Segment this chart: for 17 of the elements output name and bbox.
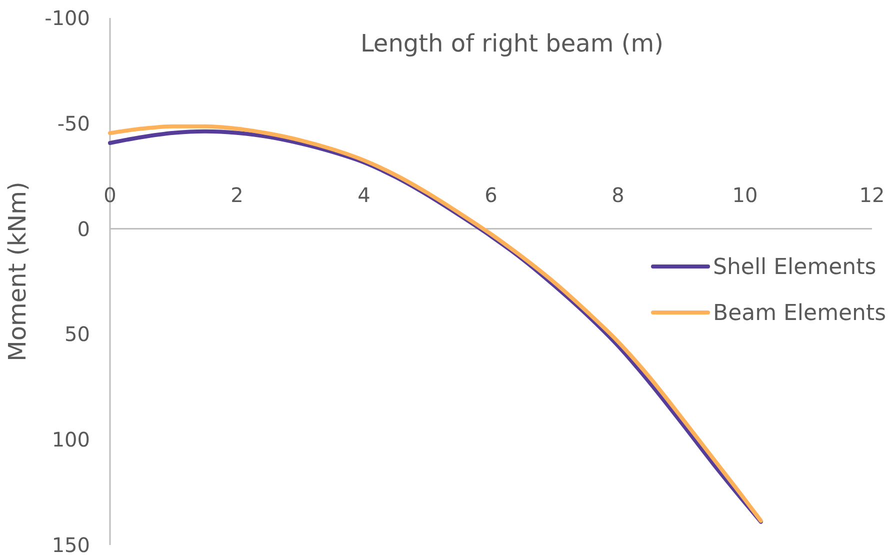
legend-label: Beam Elements: [713, 301, 886, 326]
x-axis-title: Length of right beam (m): [360, 29, 664, 58]
x-tick-label: 10: [732, 182, 758, 207]
x-tick-label: 4: [358, 182, 370, 207]
x-tick-label: 12: [859, 182, 885, 207]
x-tick-label: 6: [484, 182, 498, 207]
x-tick-label: 0: [104, 182, 116, 207]
y-tick-label: 100: [52, 428, 90, 452]
y-axis-title: Moment (kNm): [3, 182, 32, 362]
y-tick-label: -50: [57, 111, 90, 136]
y-tick-label: 150: [52, 533, 90, 555]
y-tick-label: 50: [64, 322, 90, 346]
y-tick-label: -100: [44, 6, 90, 30]
y-tick-label: 0: [77, 216, 90, 241]
legend-label: Shell Elements: [713, 255, 876, 280]
x-tick-label: 8: [612, 182, 624, 207]
x-tick-label: 2: [230, 182, 244, 207]
